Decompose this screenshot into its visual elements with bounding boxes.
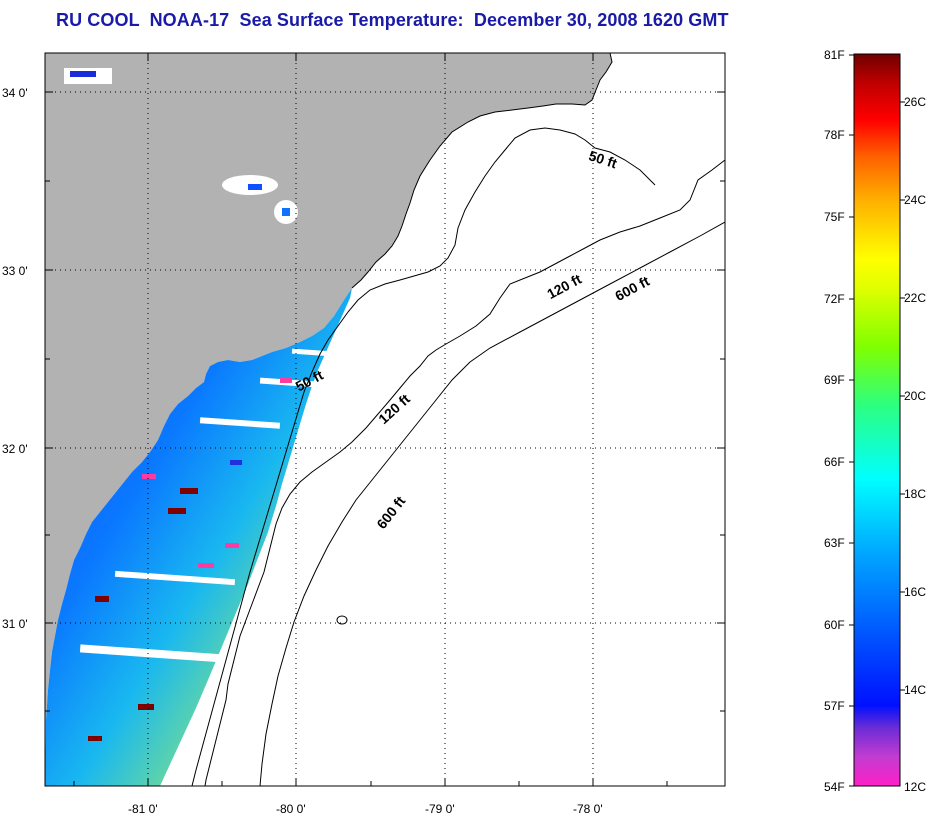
colorbar-f-78: 78F [824,128,845,142]
lon-label-81: -81 0' [128,802,158,816]
colorbar-f-81: 81F [824,48,845,62]
axis-ticks [45,53,725,786]
contour-120ft [204,159,725,786]
contour-600ft [259,221,725,786]
lon-label-80: -80 0' [276,802,306,816]
colorbar-c-26: 26C [904,95,926,109]
colorbar: 81F 78F 75F 72F 69F 66F 63F 60F 57F 54F … [824,48,926,794]
map-title: RU COOL NOAA-17 Sea Surface Temperature:… [56,10,729,30]
colorbar-c-22: 22C [904,291,926,305]
colorbar-f-63: 63F [824,536,845,550]
lat-label-32: 32 0' [2,442,28,456]
lat-label-33: 33 0' [2,264,28,278]
colorbar-c-12: 12C [904,780,926,794]
colorbar-f-66: 66F [824,455,845,469]
colorbar-f-57: 57F [824,699,845,713]
colorbar-f-60: 60F [824,618,845,632]
colorbar-c-18: 18C [904,487,926,501]
colorbar-f-69: 69F [824,373,845,387]
land-mass [45,53,612,786]
colorbar-c-16: 16C [904,585,926,599]
colorbar-c-20: 20C [904,389,926,403]
lat-label-31: 31 0' [2,617,28,631]
colorbar-c-14: 14C [904,683,926,697]
colorbar-f-75: 75F [824,210,845,224]
lat-label-34: 34 0' [2,86,28,100]
seamount-contour [336,615,348,625]
lon-label-79: -79 0' [425,802,455,816]
inland-lake-pixels [70,71,290,216]
contour-50ft [191,127,656,786]
map-plot-area: 50 ft 50 ft 120 ft 120 ft 600 ft 600 ft [45,53,725,786]
colorbar-c-24: 24C [904,193,926,207]
colorbar-gradient [853,53,901,787]
map-frame [44,52,726,787]
cloud-gaps [79,348,333,664]
colorbar-f-54: 54F [824,780,845,794]
lon-label-78: -78 0' [573,802,603,816]
sst-swath [45,288,352,786]
colorbar-f-72: 72F [824,292,845,306]
graticule [45,53,725,786]
